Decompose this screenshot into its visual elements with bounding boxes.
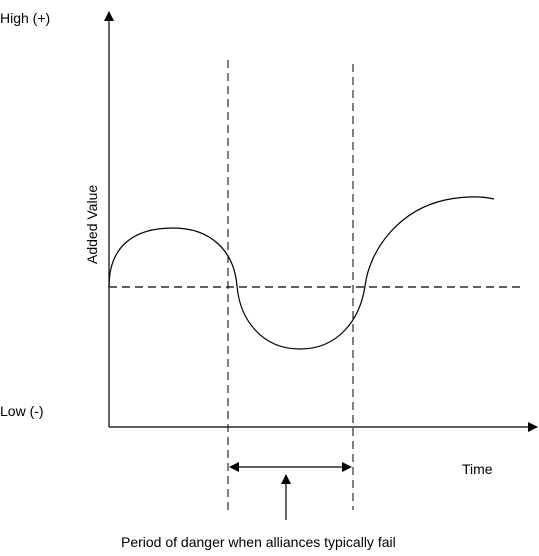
danger-arrow-right-head — [342, 462, 352, 472]
danger-caption: Period of danger when alliances typicall… — [121, 534, 396, 550]
x-axis-label: Time — [462, 461, 493, 477]
low-label: Low (-) — [0, 403, 44, 419]
caption-pointer-arrowhead — [281, 474, 291, 484]
high-label: High (+) — [0, 10, 50, 26]
added-value-curve — [108, 196, 495, 350]
y-axis-label: Added Value — [84, 185, 100, 264]
danger-arrow-left-head — [229, 462, 239, 472]
